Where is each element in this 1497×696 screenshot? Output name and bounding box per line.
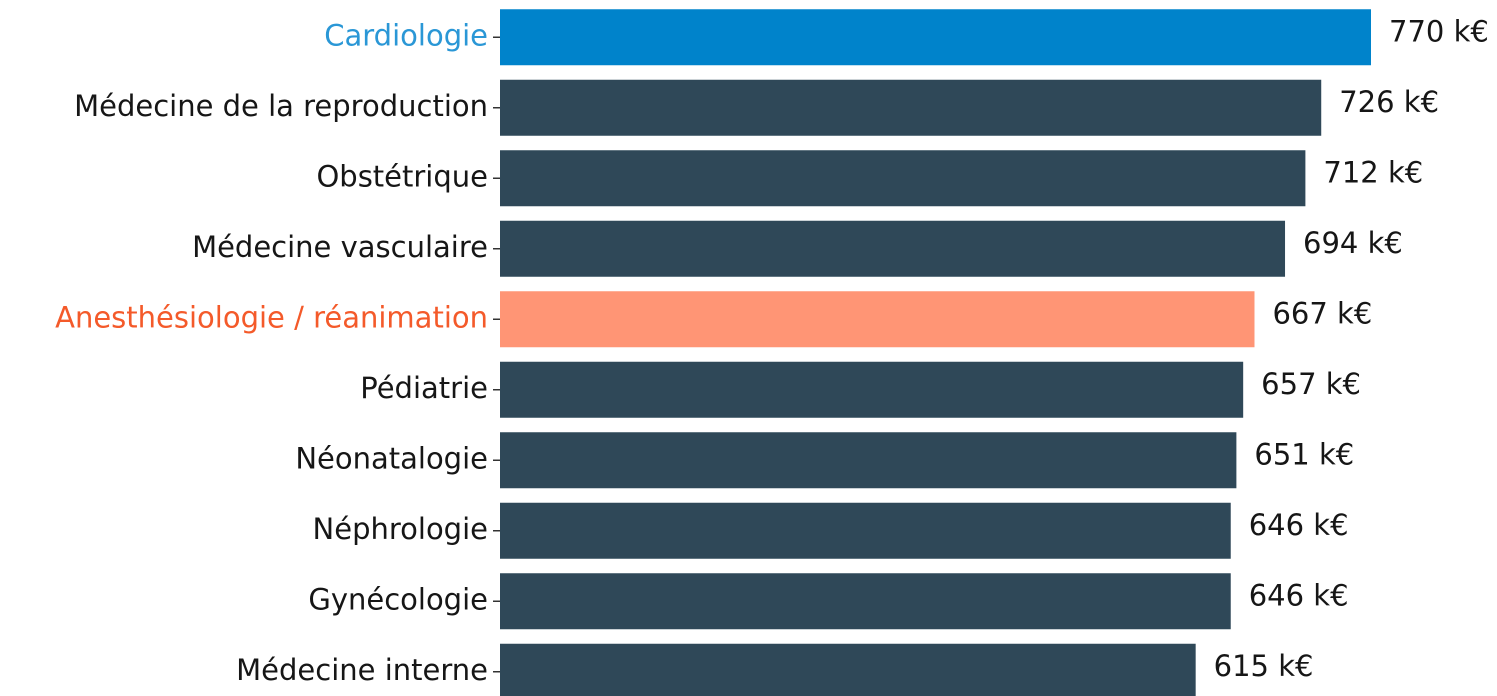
value-label: 615 k€ [1214, 649, 1314, 683]
category-label: Cardiologie [324, 18, 488, 52]
bar [500, 643, 1196, 696]
category-label: Néonatalogie [295, 441, 488, 475]
value-label: 726 k€ [1339, 85, 1439, 119]
category-label: Anesthésiologie / réanimation [55, 300, 488, 334]
bar [500, 150, 1306, 207]
value-label: 646 k€ [1249, 508, 1349, 542]
category-label: Pédiatrie [360, 371, 488, 405]
bar [500, 432, 1237, 489]
bar [500, 502, 1231, 559]
bar [500, 573, 1231, 630]
value-label: 657 k€ [1261, 367, 1361, 401]
value-label: 646 k€ [1249, 578, 1349, 612]
category-label: Néphrologie [313, 512, 488, 546]
bar [500, 9, 1371, 66]
bar [500, 291, 1255, 348]
category-label: Gynécologie [308, 582, 488, 616]
category-label: Obstétrique [316, 159, 488, 193]
value-label: 712 k€ [1323, 155, 1423, 189]
bar [500, 220, 1286, 277]
category-label: Médecine vasculaire [192, 230, 488, 264]
bar [500, 361, 1244, 418]
value-label: 651 k€ [1254, 437, 1354, 471]
value-label: 694 k€ [1303, 226, 1403, 260]
value-label: 770 k€ [1389, 14, 1489, 48]
value-label: 667 k€ [1272, 296, 1372, 330]
category-label: Médecine interne [236, 653, 488, 687]
category-label: Médecine de la reproduction [74, 89, 488, 123]
bar [500, 79, 1322, 136]
